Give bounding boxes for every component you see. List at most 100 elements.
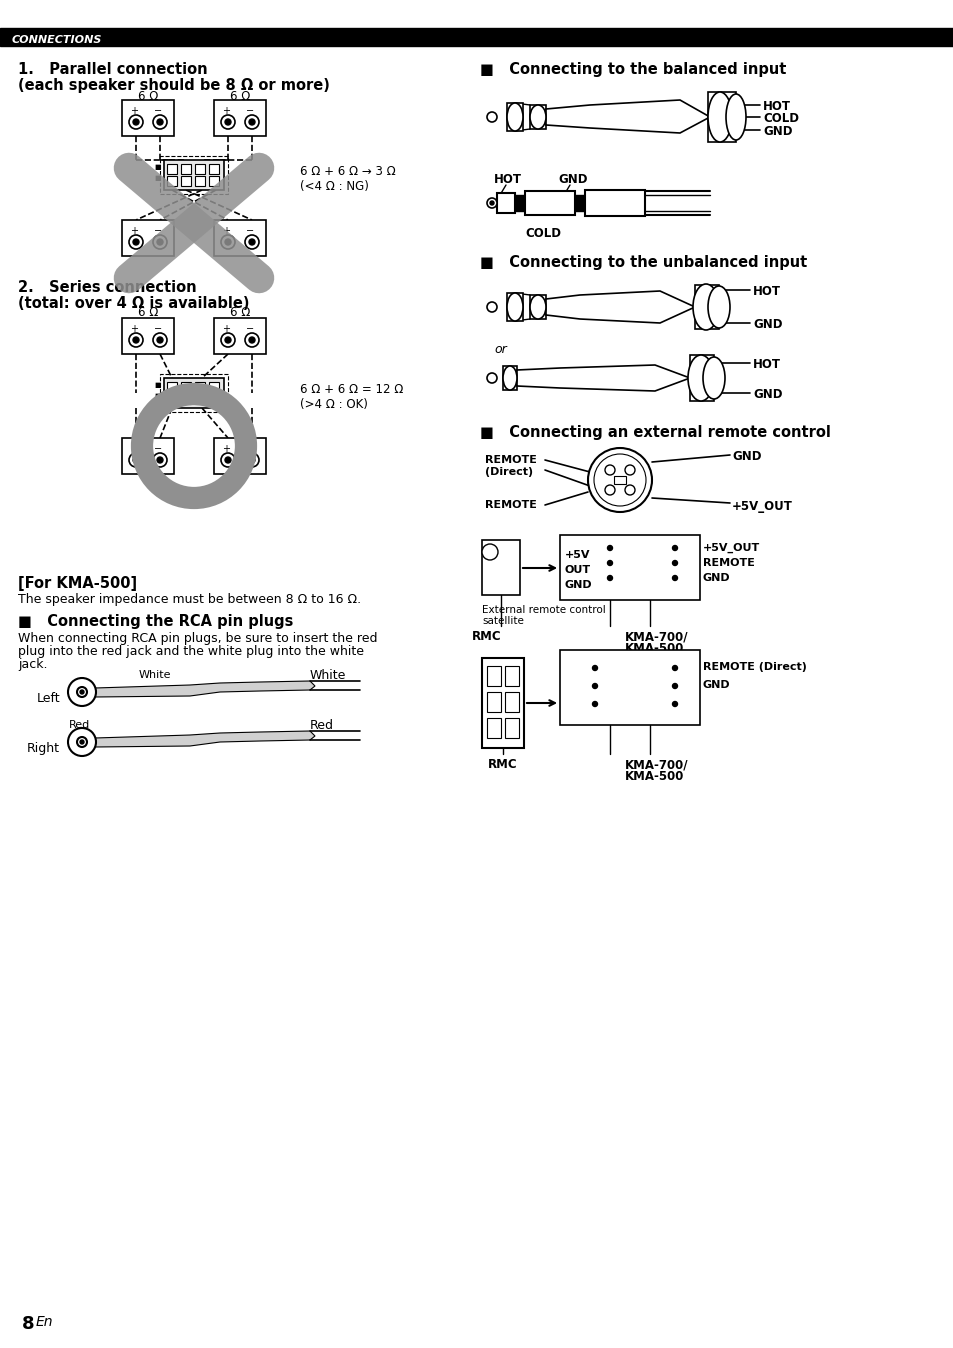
Polygon shape [545,100,709,133]
Bar [486,718,500,737]
Text: 6 Ω + 6 Ω = 12 Ω: 6 Ω + 6 Ω = 12 Ω [299,383,403,396]
Text: GND: GND [564,580,592,590]
Circle shape [486,373,497,383]
Circle shape [157,119,163,125]
Text: 8: 8 [22,1316,34,1333]
Circle shape [221,115,234,129]
Bar [167,394,177,404]
Text: GND: GND [702,573,730,582]
Text: White: White [310,669,346,682]
Text: 6 Ω: 6 Ω [230,306,250,319]
Bar [504,692,518,712]
Text: −: − [153,106,162,116]
Text: +: + [222,443,230,454]
Circle shape [607,546,612,550]
Circle shape [607,576,612,581]
Bar [167,164,177,174]
Polygon shape [95,681,314,697]
Circle shape [490,201,494,205]
Circle shape [225,457,231,462]
Circle shape [152,453,167,466]
Text: +5V_OUT: +5V_OUT [731,500,792,514]
Circle shape [249,119,254,125]
Circle shape [624,485,635,495]
Text: HOT: HOT [752,359,781,371]
Text: White: White [138,670,172,679]
Ellipse shape [530,295,545,319]
Circle shape [245,333,258,346]
Text: (Direct): (Direct) [484,466,533,477]
Circle shape [592,666,597,670]
Text: GND: GND [762,125,792,137]
Circle shape [225,119,231,125]
Bar [481,541,519,594]
Bar [209,177,219,186]
Bar [506,293,522,321]
Circle shape [152,333,167,346]
Text: or: or [494,342,506,356]
Circle shape [77,687,87,697]
Bar [181,164,191,174]
Circle shape [80,740,84,744]
Circle shape [486,198,497,208]
Text: ■: ■ [153,381,160,388]
Circle shape [592,701,597,706]
Polygon shape [545,291,695,324]
Ellipse shape [530,105,545,129]
Text: ■: ■ [153,164,160,170]
Text: REMOTE: REMOTE [484,456,537,465]
Circle shape [486,112,497,123]
Bar [530,295,545,319]
Circle shape [129,333,143,346]
Ellipse shape [506,293,522,321]
Bar [181,381,191,392]
Text: ■   Connecting to the unbalanced input: ■ Connecting to the unbalanced input [479,255,806,270]
Text: +5V: +5V [564,550,590,559]
Circle shape [80,690,84,694]
Bar [575,195,584,212]
Text: OUT: OUT [564,565,591,576]
Text: ■   Connecting the RCA pin plugs: ■ Connecting the RCA pin plugs [18,613,294,630]
Circle shape [129,115,143,129]
Bar [194,164,205,174]
Circle shape [604,485,615,495]
Bar [167,381,177,392]
Text: (total: over 4 Ω is available): (total: over 4 Ω is available) [18,297,250,311]
Bar [0,28,953,46]
Text: +: + [130,226,138,236]
Bar [584,190,644,216]
Text: 1.   Parallel connection: 1. Parallel connection [18,62,208,77]
Bar [695,284,719,329]
Text: satellite: satellite [481,616,523,625]
Circle shape [68,678,96,706]
Text: REMOTE (Direct): REMOTE (Direct) [702,662,806,673]
Text: +5V_OUT: +5V_OUT [702,543,760,553]
Bar [486,666,500,686]
Polygon shape [517,365,689,391]
Text: COLD: COLD [762,112,799,125]
Bar [559,535,700,600]
Circle shape [587,448,651,512]
Circle shape [152,115,167,129]
Bar [515,195,524,212]
Text: COLD: COLD [524,226,560,240]
Ellipse shape [687,355,713,400]
Text: +: + [130,443,138,454]
Text: −: − [246,443,253,454]
Bar [213,100,266,136]
Circle shape [129,235,143,249]
Bar [160,373,228,412]
Text: 2.   Series connection: 2. Series connection [18,280,196,295]
Text: GND: GND [731,450,760,462]
Circle shape [481,545,497,559]
Circle shape [77,737,87,747]
Ellipse shape [502,367,517,390]
Bar [213,318,266,355]
Bar [614,476,625,484]
Text: +: + [222,226,230,236]
Bar [194,177,205,186]
Ellipse shape [707,286,729,328]
Text: REMOTE: REMOTE [702,558,754,568]
Text: 6 Ω: 6 Ω [137,306,158,319]
Text: [For KMA-500]: [For KMA-500] [18,576,137,590]
